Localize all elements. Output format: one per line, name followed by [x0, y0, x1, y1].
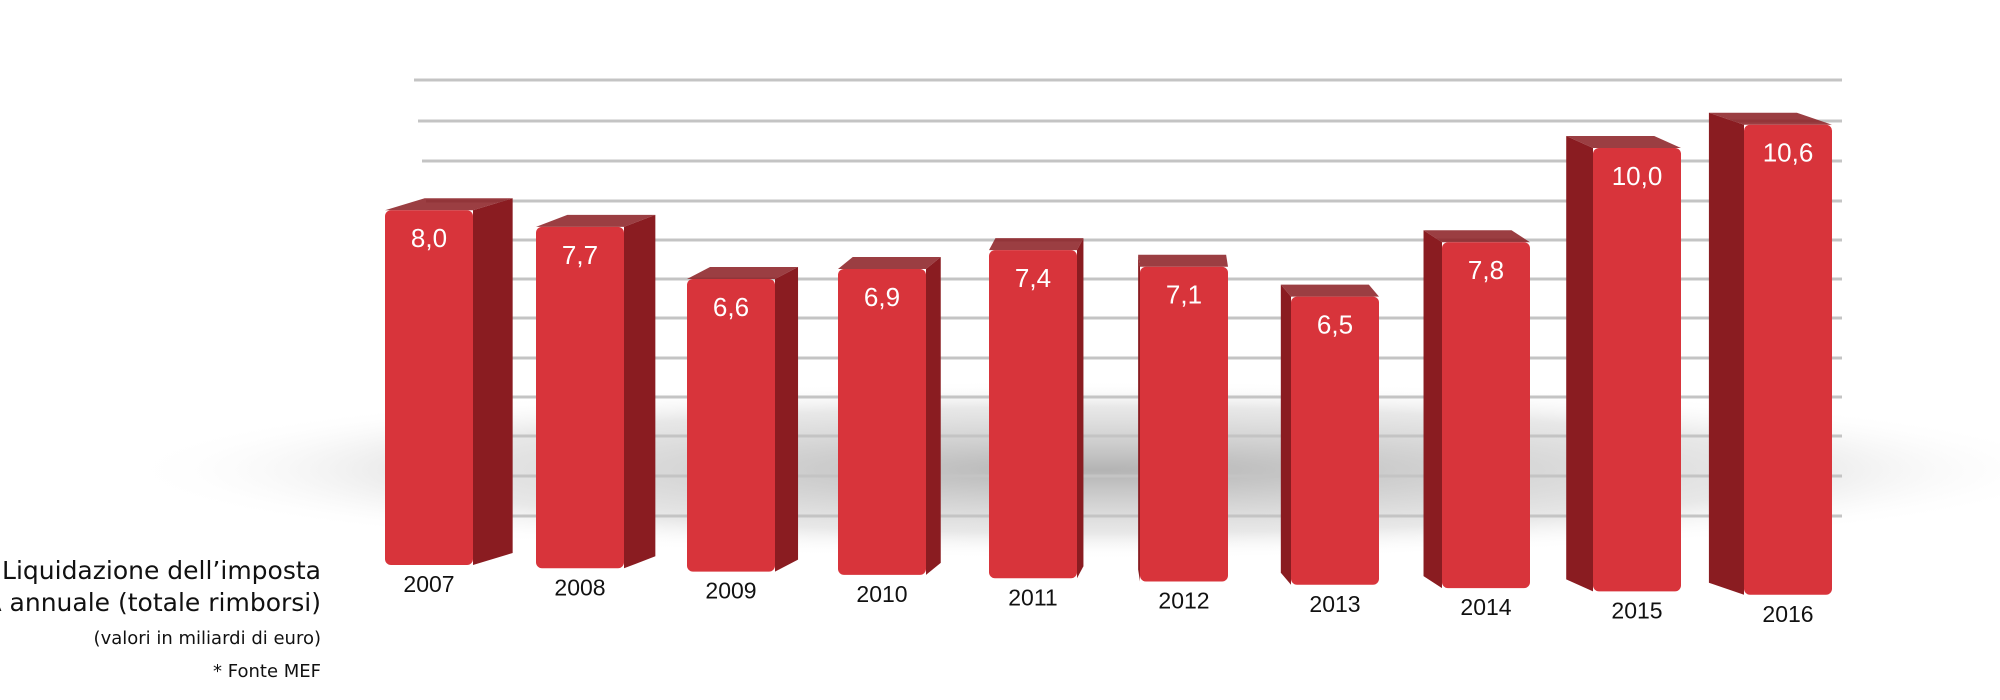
- x-tick-label: 2016: [1762, 601, 1813, 627]
- bar-side: [624, 214, 656, 569]
- bar-side: [1423, 230, 1442, 589]
- source-note: * Fonte MEF: [213, 661, 321, 682]
- bar-top: [1566, 136, 1681, 149]
- x-tick-label: 2013: [1309, 591, 1360, 617]
- value-label: 8,0: [411, 223, 447, 253]
- bar: [1442, 242, 1530, 589]
- x-tick-label: 2015: [1611, 597, 1662, 623]
- x-tick-label: 2012: [1158, 588, 1209, 614]
- value-label: 7,4: [1015, 263, 1051, 293]
- bar-side: [1280, 284, 1291, 585]
- bar: [1140, 266, 1228, 582]
- bar: [1291, 296, 1379, 585]
- x-tick-label: 2009: [705, 578, 756, 604]
- value-label: 10,6: [1763, 138, 1814, 168]
- x-tick-label: 2007: [403, 571, 454, 597]
- bar-side: [1566, 136, 1593, 592]
- bar-side: [1708, 112, 1744, 595]
- bar-top: [687, 266, 799, 279]
- chart-title: IVA annuale (totale rimborsi): [0, 588, 321, 617]
- bar: [1593, 148, 1681, 592]
- x-tick-label: 2014: [1460, 594, 1511, 620]
- x-tick-label: 2010: [856, 581, 907, 607]
- value-label: 7,1: [1166, 280, 1202, 310]
- bar: [687, 278, 775, 572]
- chart-title: Liquidazione dell’imposta: [2, 556, 321, 585]
- bar: [536, 226, 624, 569]
- bars: 8,0 2007 7,7 2008 6,6 2009 6,9 2010 7,4 2011 7,1 20…: [385, 112, 1832, 627]
- value-label: 6,9: [864, 282, 900, 312]
- bar: [1744, 124, 1832, 595]
- x-tick-label: 2008: [554, 574, 605, 600]
- bar-top: [838, 256, 941, 269]
- bar-side: [775, 266, 799, 572]
- bar: [385, 210, 473, 565]
- value-label: 7,8: [1468, 255, 1504, 285]
- bar-top: [536, 214, 656, 227]
- chart-subtitle: (valori in miliardi di euro): [94, 628, 321, 649]
- bar-top: [1280, 284, 1379, 297]
- value-label: 7,7: [562, 240, 598, 270]
- value-label: 10,0: [1612, 161, 1663, 191]
- bar-side: [1077, 238, 1084, 579]
- bar-top: [1708, 112, 1832, 125]
- bar-side: [926, 256, 941, 575]
- value-label: 6,6: [713, 292, 749, 322]
- value-label: 6,5: [1317, 309, 1353, 339]
- bar-top: [989, 238, 1084, 251]
- bar-side: [473, 198, 513, 565]
- bar-side: [1138, 254, 1140, 582]
- x-tick-label: 2011: [1008, 584, 1057, 610]
- bar-top: [1138, 254, 1228, 267]
- bar: [838, 268, 926, 575]
- bar-top: [1423, 230, 1530, 243]
- bar: [989, 250, 1077, 579]
- bar-top: [385, 198, 513, 211]
